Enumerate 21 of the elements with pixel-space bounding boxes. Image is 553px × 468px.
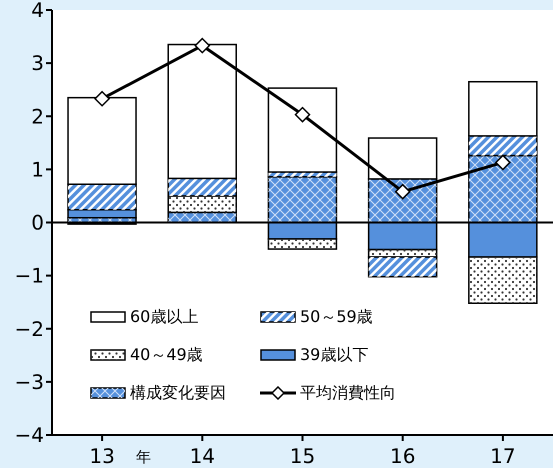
- y-tick-label: 2: [31, 104, 44, 128]
- y-tick-label: −1: [14, 264, 44, 288]
- x-tick-label: 16: [390, 444, 416, 468]
- legend-label: 構成変化要因: [130, 382, 226, 404]
- legend-label: 39歳以下: [300, 344, 368, 366]
- y-tick-label: 3: [31, 51, 44, 76]
- x-tick-label: 17: [490, 444, 516, 468]
- y-tick-label: 0: [31, 210, 44, 235]
- y-tick-label: −2: [14, 316, 44, 341]
- y-tick-label: 1: [31, 157, 44, 182]
- text: 年: [136, 448, 151, 466]
- x-tick-label: 15: [290, 444, 316, 468]
- legend-label: 40～49歳: [130, 344, 203, 366]
- legend-label: 60歳以上: [130, 306, 198, 328]
- x-tick-label: 13: [89, 444, 115, 468]
- legend-label: 50～59歳: [300, 306, 373, 328]
- y-tick-label: −3: [14, 370, 44, 394]
- y-tick-label: 4: [31, 0, 44, 22]
- y-tick-label: −4: [14, 423, 44, 448]
- legend-label: 平均消費性向: [300, 382, 396, 404]
- x-tick-label: 14: [190, 444, 216, 468]
